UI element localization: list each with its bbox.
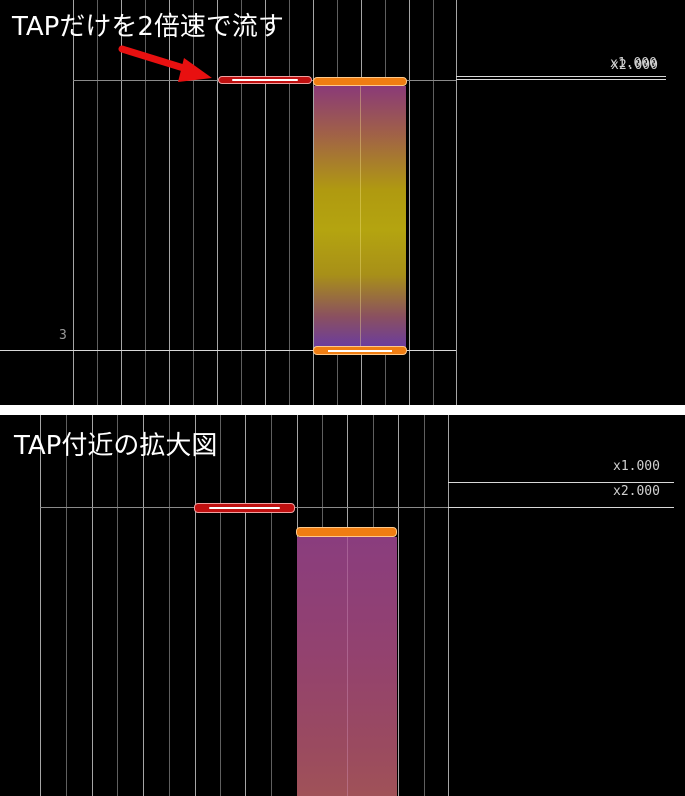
tap-note[interactable] [194, 503, 295, 513]
hold-note-centerline [360, 86, 361, 348]
caption-title: TAP付近の拡大図 [14, 431, 218, 461]
tap-note[interactable] [218, 76, 312, 84]
lane-line [245, 415, 246, 796]
lane-border-left [73, 0, 74, 405]
caption-title: TAPだけを2倍速で流す [12, 12, 284, 42]
lane-line [121, 0, 122, 405]
hold-note-head[interactable] [296, 527, 397, 537]
speed-label-x1: x1.000 [613, 459, 660, 474]
speed-line-x1 [456, 76, 666, 77]
speed-line-x2 [448, 507, 674, 508]
chart-editor-top-panel[interactable]: x1.000 x2.000 3 TAPだけを2倍速で流す [0, 0, 685, 405]
measure-number: 3 [59, 328, 67, 343]
lane-line [289, 0, 290, 405]
lane-line [313, 0, 314, 405]
speed-line-x2 [456, 79, 666, 80]
speed-line-x1 [448, 482, 674, 483]
lane-line [195, 415, 196, 796]
lane-line [271, 415, 272, 796]
lane-border-left [40, 415, 41, 796]
lane-border-right [448, 415, 449, 796]
lane-line [143, 415, 144, 796]
lane-line [145, 0, 146, 405]
lane-line [193, 0, 194, 405]
hold-note-head[interactable] [313, 77, 407, 86]
speed-label-x2: x2.000 [611, 58, 658, 73]
hold-note-end[interactable] [313, 346, 407, 355]
speed-label-x1: x1.000 [610, 56, 657, 71]
lane-line [92, 415, 93, 796]
hold-note-body[interactable] [314, 86, 406, 348]
lane-line [169, 0, 170, 405]
speed-label-x2: x2.000 [613, 484, 660, 499]
hold-note-centerline [347, 537, 348, 796]
arrow-pointer-icon [118, 45, 212, 82]
lane-line [433, 0, 434, 405]
lane-line [398, 415, 399, 796]
lane-border-right [456, 0, 457, 405]
lane-line [97, 0, 98, 405]
lane-line [424, 415, 425, 796]
chart-editor-zoom-panel[interactable]: x1.000 x2.000 TAP付近の拡大図 [0, 415, 685, 796]
lane-line [220, 415, 221, 796]
lane-line [66, 415, 67, 796]
lane-line [217, 0, 218, 405]
lane-line [241, 0, 242, 405]
hold-note-body[interactable] [297, 537, 397, 796]
lane-line [117, 415, 118, 796]
lane-line [169, 415, 170, 796]
lane-line [409, 0, 410, 405]
measure-line [0, 350, 456, 351]
lane-line [265, 0, 266, 405]
panel-separator [0, 405, 685, 415]
